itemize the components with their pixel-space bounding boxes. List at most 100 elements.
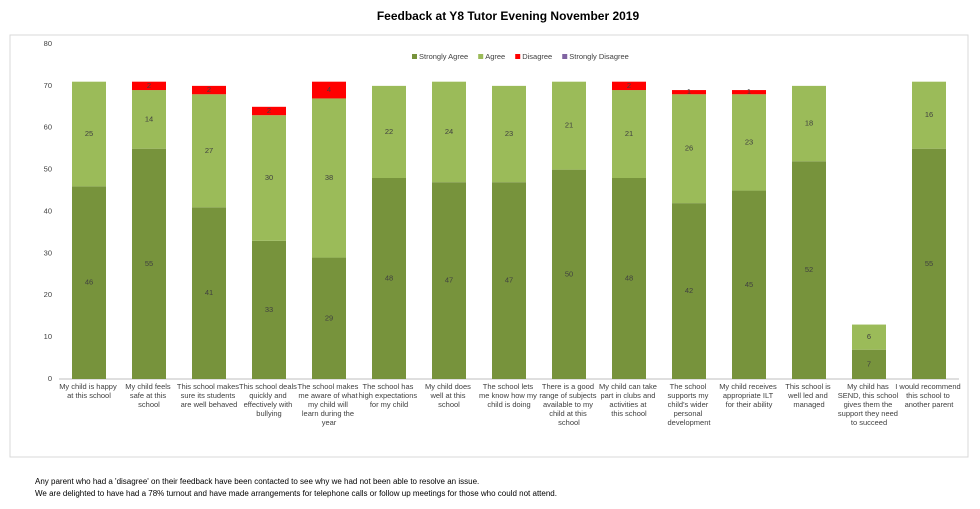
data-label: 45 (745, 280, 753, 289)
data-label: 4 (327, 85, 331, 94)
x-tick-label: My child does well at this school (425, 382, 473, 409)
bar-segment (432, 81, 466, 183)
bar-segment (312, 81, 346, 99)
y-tick-label: 0 (48, 374, 52, 383)
y-tick-label: 60 (44, 123, 52, 132)
bar-segment (852, 349, 886, 379)
bar-segment (312, 98, 346, 258)
bar-segment (192, 94, 226, 208)
data-label: 2 (627, 81, 631, 90)
bar-segment (492, 182, 526, 379)
bar-segment (372, 178, 406, 379)
y-tick-label: 30 (44, 248, 52, 257)
x-tick-label: The school lets me know how my child is … (479, 382, 539, 409)
x-tick-label: This school deals quickly and effectivel… (239, 382, 299, 418)
data-label: 48 (385, 273, 393, 282)
data-label: 2 (267, 106, 271, 115)
bar-segment (132, 90, 166, 149)
bar-segment (732, 94, 766, 191)
bar-segment (132, 148, 166, 379)
data-label: 2 (207, 85, 211, 94)
x-tick-label: I would recommend this school to another… (895, 382, 963, 409)
y-tick-label: 80 (44, 39, 52, 48)
bar-segment (312, 257, 346, 379)
data-label: 21 (565, 121, 573, 130)
data-label: 14 (145, 114, 153, 123)
x-tick-label: My child can take part in clubs and acti… (599, 382, 659, 418)
bar-segment (672, 203, 706, 379)
x-tick-label: This school makes sure its students are … (177, 382, 241, 409)
bar-segment (252, 115, 286, 241)
bar-segment (612, 178, 646, 379)
note: We are delighted to have had a 78% turno… (35, 489, 557, 498)
x-tick-label: This school is well led and managed (785, 382, 833, 409)
chart-title: Feedback at Y8 Tutor Evening November 20… (377, 9, 640, 23)
x-tick-label: My child is happy at this school (59, 382, 119, 400)
data-label: 1 (687, 87, 691, 96)
bar-segment (192, 85, 226, 95)
bar-segment (492, 85, 526, 183)
bar-segment (552, 169, 586, 379)
bar-segment (912, 81, 946, 149)
bar-segment (552, 81, 586, 170)
data-label: 33 (265, 305, 273, 314)
data-label: 6 (867, 332, 871, 341)
data-label: 48 (625, 273, 633, 282)
bar-segment (792, 85, 826, 162)
data-label: 52 (805, 265, 813, 274)
data-label: 25 (85, 129, 93, 138)
bar-segment (732, 190, 766, 379)
data-label: 21 (625, 129, 633, 138)
bar-segment (672, 90, 706, 95)
data-label: 22 (385, 127, 393, 136)
x-tick-label: My child has SEND, this school gives the… (838, 382, 901, 427)
bar-segment (612, 90, 646, 178)
data-label: 41 (205, 288, 213, 297)
data-label: 23 (505, 129, 513, 138)
legend-swatch (412, 54, 417, 59)
x-tick-label: The school has high expectations for my … (359, 382, 419, 409)
legend-label: Strongly Disagree (569, 52, 629, 61)
y-tick-label: 10 (44, 332, 52, 341)
y-tick-label: 70 (44, 81, 52, 90)
data-label: 29 (325, 313, 333, 322)
legend-label: Disagree (522, 52, 552, 61)
bar-segment (732, 90, 766, 95)
data-label: 55 (145, 259, 153, 268)
note: Any parent who had a 'disagree' on their… (35, 477, 479, 486)
y-tick-label: 40 (44, 206, 52, 215)
data-label: 2 (147, 81, 151, 90)
data-label: 30 (265, 173, 273, 182)
data-label: 47 (505, 276, 513, 285)
legend-swatch (478, 54, 484, 59)
data-label: 7 (867, 359, 871, 368)
data-label: 42 (685, 286, 693, 295)
x-tick-label: The school makes me aware of what my chi… (298, 382, 361, 427)
bar-segment (672, 94, 706, 204)
legend-swatch (515, 54, 521, 59)
x-tick-label: There is a good range of subjects availa… (539, 382, 598, 427)
data-label: 46 (85, 278, 93, 287)
bar-segment (132, 81, 166, 91)
bar-segment (252, 240, 286, 379)
x-tick-label: My child receives appropriate ILT for th… (719, 382, 779, 409)
data-label: 24 (445, 127, 453, 136)
bar-segment (372, 85, 406, 178)
x-tick-label: My child feels safe at this school (125, 382, 173, 409)
data-label: 18 (805, 119, 813, 128)
data-label: 26 (685, 144, 693, 153)
bar-segment (912, 148, 946, 379)
bar-segment (792, 161, 826, 379)
data-label: 55 (925, 259, 933, 268)
bar-segment (432, 182, 466, 379)
bar-segment (192, 207, 226, 379)
data-label: 23 (745, 137, 753, 146)
x-tick-label: The school supports my child's wider per… (668, 382, 712, 427)
data-label: 16 (925, 110, 933, 119)
data-label: 47 (445, 276, 453, 285)
data-label: 27 (205, 146, 213, 155)
y-tick-label: 50 (44, 165, 52, 174)
data-label: 38 (325, 173, 333, 182)
bar-segment (852, 324, 886, 350)
